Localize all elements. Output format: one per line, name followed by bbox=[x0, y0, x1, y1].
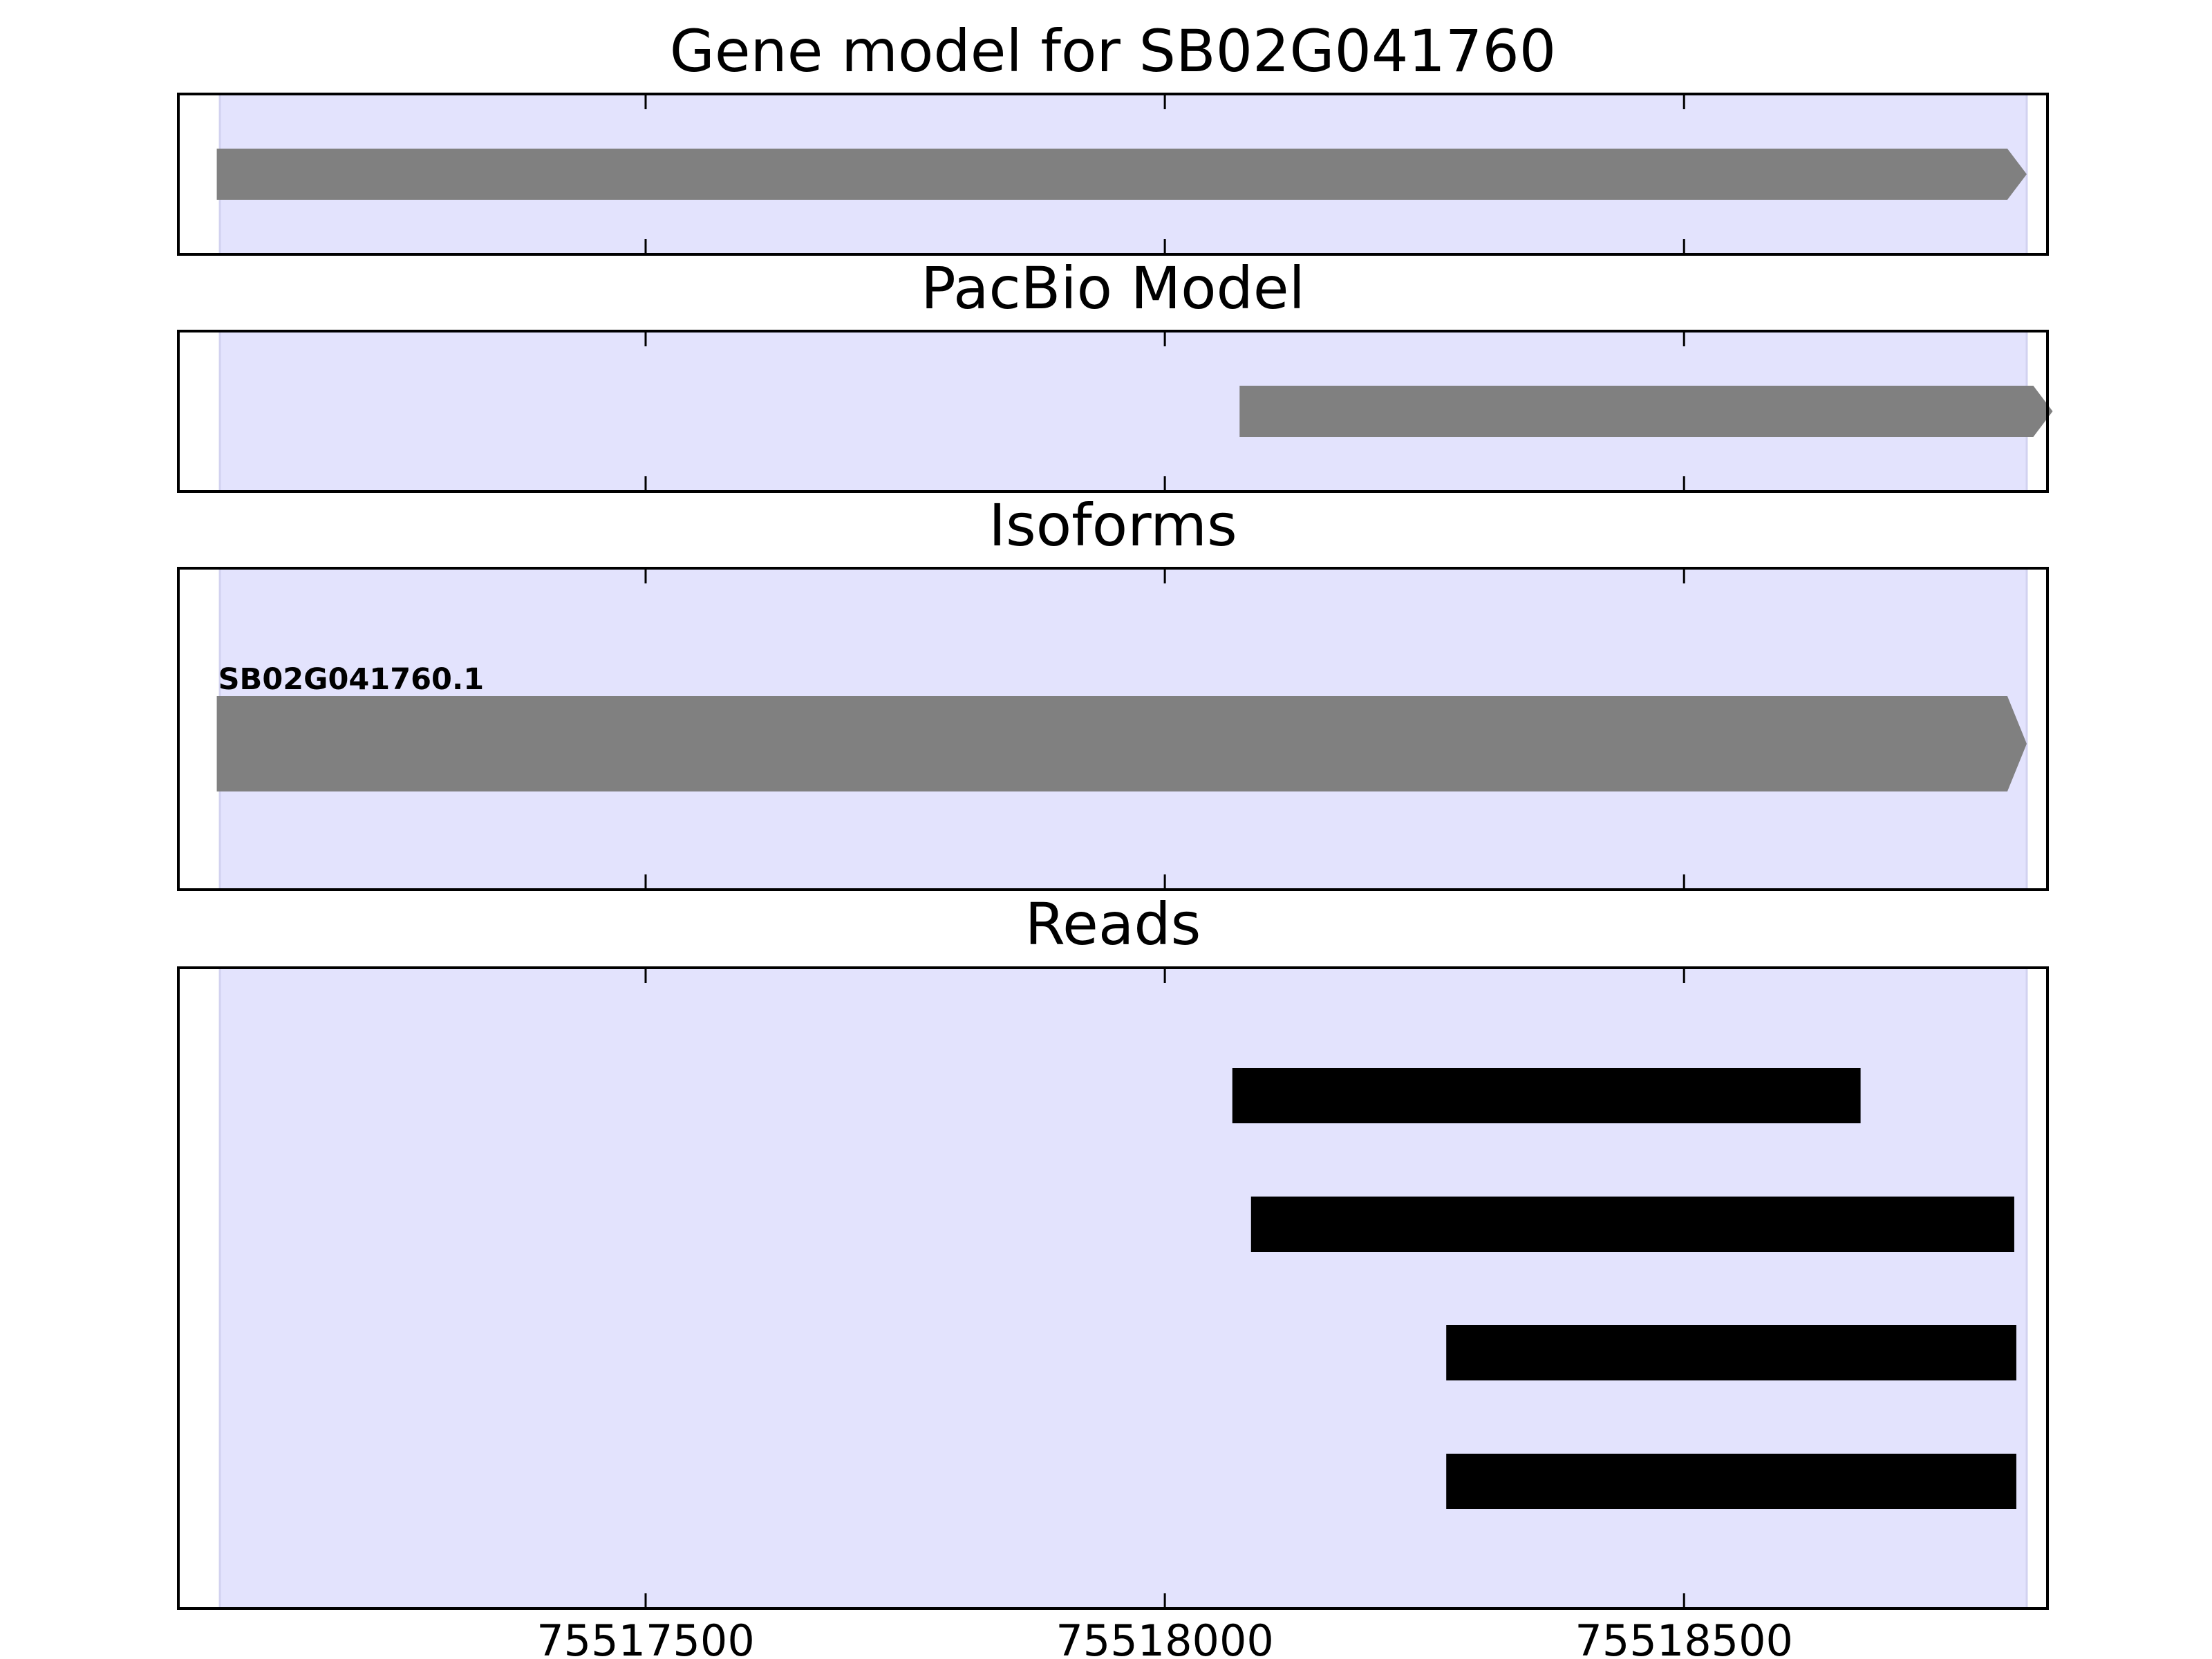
read-bar bbox=[1250, 1197, 2014, 1252]
x-tick-label-75518500: 75518500 bbox=[1575, 1615, 1793, 1659]
panel-frame bbox=[177, 330, 2049, 493]
isoform-label: SB02G041760.1 bbox=[218, 662, 485, 697]
panel-title-gene-model: Gene model for SB02G041760 bbox=[670, 17, 1556, 85]
panel-title-pacbio-model: PacBio Model bbox=[921, 254, 1305, 322]
panel-isoforms: Isoforms SB02G041760.1 bbox=[177, 491, 2049, 891]
panel-frame bbox=[177, 567, 2049, 891]
gene-model-feature bbox=[216, 149, 2027, 200]
pacbio-model-feature bbox=[1239, 386, 2053, 437]
x-axis-tick-labels: 75517500 75518000 75518500 bbox=[536, 1615, 1793, 1659]
isoform-feature bbox=[216, 696, 2027, 791]
panel-title-isoforms: Isoforms bbox=[988, 491, 1237, 559]
panel-frame bbox=[177, 93, 2049, 256]
read-bar bbox=[1446, 1325, 2016, 1380]
panel-frame bbox=[177, 966, 2049, 1610]
panel-pacbio-model: PacBio Model bbox=[177, 254, 2053, 493]
panel-title-reads: Reads bbox=[1025, 890, 1201, 958]
read-bar bbox=[1232, 1068, 1861, 1123]
x-tick-label-75517500: 75517500 bbox=[536, 1615, 755, 1659]
panel-reads: Reads bbox=[177, 890, 2049, 1610]
highlight-region bbox=[218, 966, 2028, 1610]
panel-gene-model: Gene model for SB02G041760 bbox=[177, 17, 2049, 256]
x-tick-label-75518000: 75518000 bbox=[1056, 1615, 1274, 1659]
read-bar bbox=[1446, 1454, 2016, 1509]
